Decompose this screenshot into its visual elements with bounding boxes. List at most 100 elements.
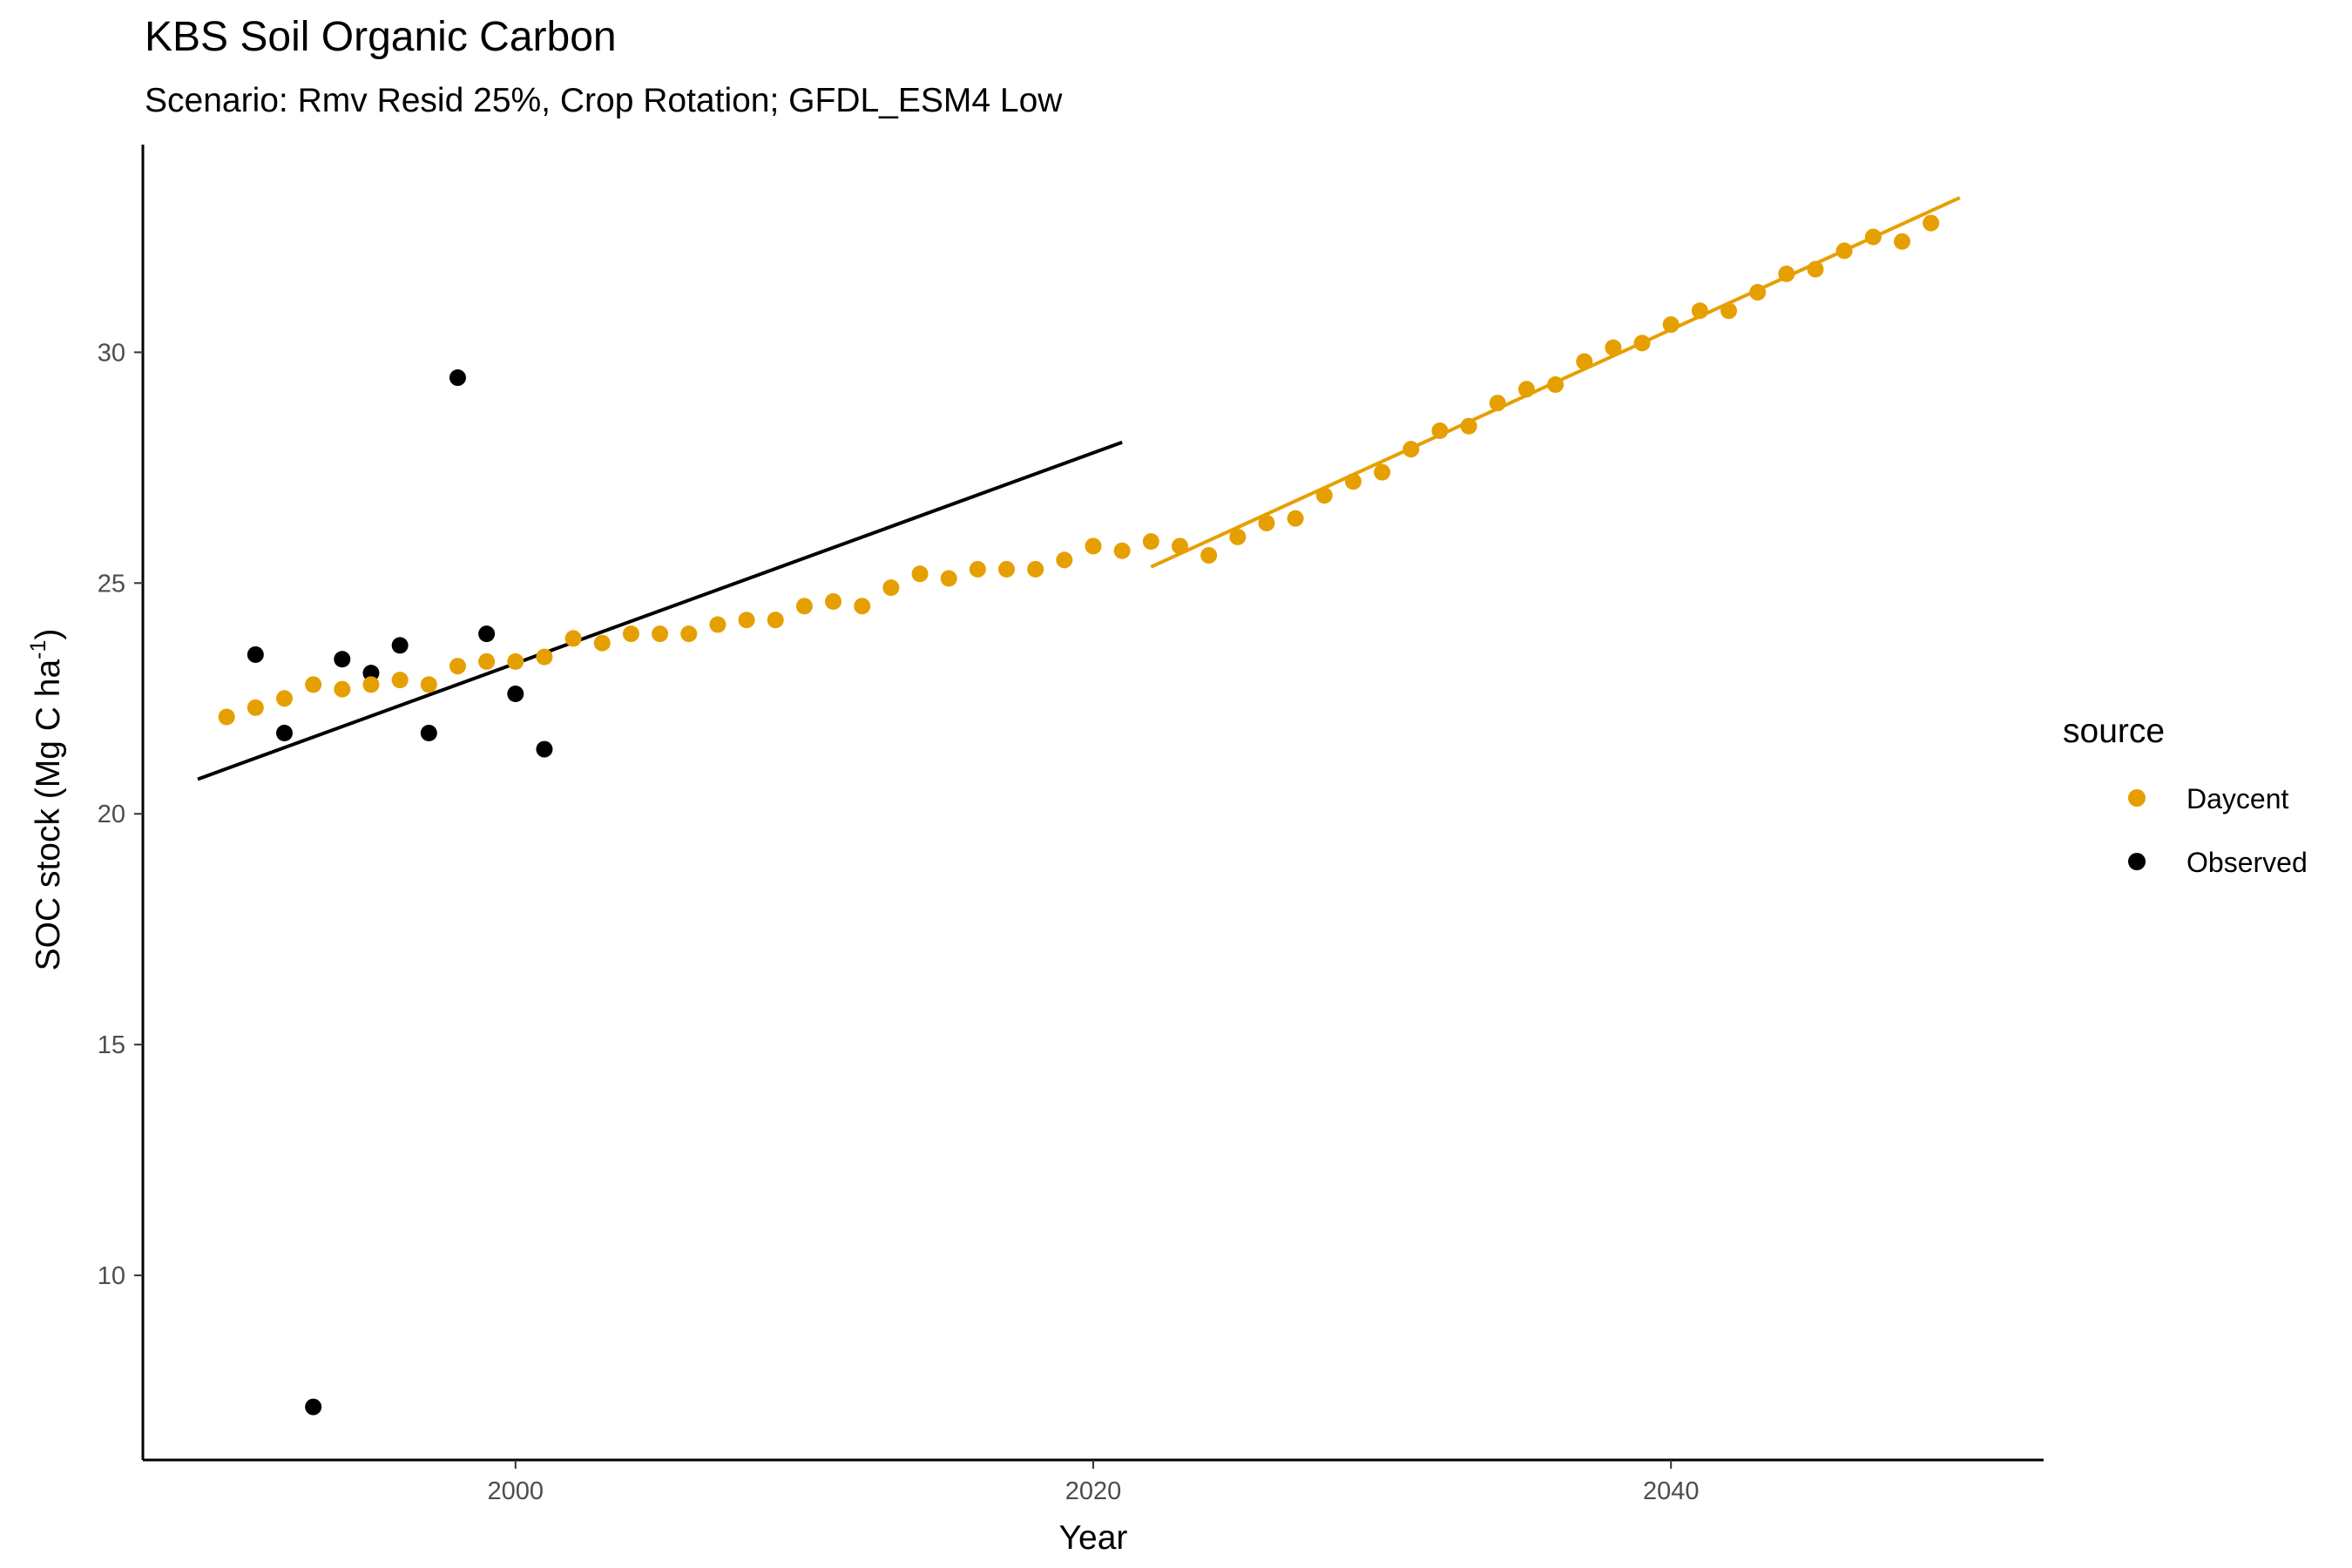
daycent-point [334,680,351,698]
observed-point [507,685,524,702]
daycent-point [1374,463,1391,481]
daycent-point [622,625,639,643]
legend-key-observed [2128,853,2146,870]
daycent-point [1633,335,1651,352]
observed-point [420,725,437,742]
daycent-point [652,625,669,643]
daycent-point [1431,422,1449,439]
daycent-point [854,598,871,615]
daycent-point [1720,302,1738,320]
daycent-point [882,579,900,597]
y-axis-ticks: 10 15 20 25 30 [98,339,143,1290]
daycent-point [1749,284,1767,301]
daycent-point [795,598,813,615]
plot-panel [197,196,1961,1416]
x-tick-label: 2040 [1643,1477,1700,1505]
observed-point [305,1398,322,1416]
daycent-point [1056,551,1073,569]
y-tick-label: 20 [98,801,125,828]
daycent-point [449,658,466,675]
daycent-point [507,652,524,670]
daycent-point [1142,533,1159,551]
observed-points [247,369,553,1416]
observed-point [362,665,380,682]
y-tick-label: 10 [98,1262,125,1290]
y-tick-label: 15 [98,1031,125,1059]
x-tick-label: 2000 [488,1477,544,1505]
daycent-point [1460,417,1477,435]
daycent-point [1287,510,1304,527]
daycent-point [247,699,264,716]
legend-label-daycent: Daycent [2186,783,2289,814]
daycent-point [1200,547,1218,564]
y-axis-title-sup: -1 [26,640,51,659]
daycent-point [1894,233,1911,250]
observed-point [391,637,409,654]
daycent-point [478,652,496,670]
daycent-point [1807,260,1824,278]
daycent-point [1113,542,1131,559]
daycent-point [1402,441,1420,458]
daycent-point [1923,214,1940,232]
daycent-point [1547,376,1565,394]
daycent-point [1778,265,1795,282]
y-axis-title-main: SOC stock (Mg C ha [30,659,67,971]
y-axis-title-close: ) [30,629,67,640]
observed-point [478,625,496,643]
daycent-point [1835,242,1853,260]
observed-trend-line [197,440,1123,781]
daycent-point [738,612,755,629]
daycent-point [1864,228,1882,246]
daycent-points [218,214,1940,726]
daycent-point [1027,560,1044,578]
daycent-point [1344,473,1362,490]
observed-point [536,740,553,758]
daycent-point [593,634,611,652]
observed-point [275,725,293,742]
daycent-point [1517,381,1535,398]
legend: source Daycent Observed [2063,713,2308,878]
daycent-point [709,616,727,633]
daycent-point [911,565,929,583]
trend-lines [197,196,1961,781]
legend-key-daycent [2128,789,2146,807]
daycent-point [1085,537,1102,555]
daycent-point [420,676,437,693]
daycent-point [1315,487,1333,504]
daycent-point [391,672,409,689]
daycent-point [1258,514,1275,531]
x-tick-label: 2020 [1065,1477,1122,1505]
daycent-point [1171,537,1188,555]
y-tick-label: 25 [98,570,125,598]
daycent-point [218,708,235,726]
daycent-point [767,612,784,629]
daycent-point [564,630,582,647]
daycent-point [1605,339,1622,356]
daycent-point [940,570,957,587]
y-tick-label: 30 [98,339,125,367]
daycent-point [536,648,553,666]
daycent-point [362,676,380,693]
observed-point [334,651,351,668]
daycent-point [969,560,986,578]
daycent-point [1576,353,1593,370]
daycent-point [1691,302,1708,320]
daycent-point [275,690,293,707]
daycent-point [305,676,322,693]
daycent-point [1662,316,1680,334]
daycent-point [1489,395,1506,412]
y-axis-title: SOC stock (Mg C ha-1) [26,629,67,971]
daycent-point [680,625,698,643]
daycent-point [825,593,842,611]
chart-title: KBS Soil Organic Carbon [145,14,617,60]
chart-subtitle: Scenario: Rmv Resid 25%, Crop Rotation; … [145,82,1063,119]
daycent-point [1229,528,1247,545]
observed-point [449,369,466,387]
legend-label-observed: Observed [2186,847,2308,878]
x-axis-title: Year [1059,1519,1128,1557]
daycent-point [998,560,1016,578]
x-axis-ticks: 2000 2020 2040 [488,1460,1700,1505]
observed-point [247,645,264,663]
legend-title: source [2063,713,2165,750]
